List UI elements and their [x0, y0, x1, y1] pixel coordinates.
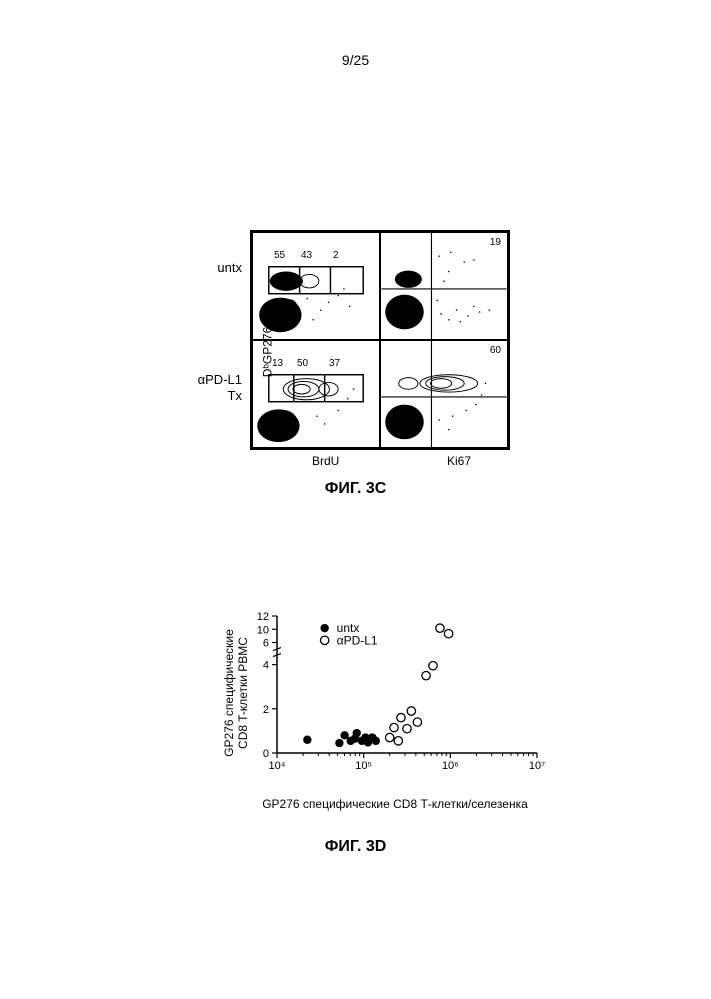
scatter-plot: 10⁴10⁵10⁶10⁷02461012untxαPD-L1 GP276 спе…: [245, 610, 545, 775]
svg-text:10⁴: 10⁴: [269, 760, 286, 772]
facs-panel-untx-ki67: 19: [380, 232, 508, 340]
gate-val-tl-3: 2: [333, 250, 339, 261]
svg-text:10⁵: 10⁵: [355, 760, 372, 772]
facs-panel-untx-brdu: 55 43 2: [252, 232, 380, 340]
svg-text:6: 6: [263, 638, 269, 650]
fig3c-xaxis-brdu: BrdU: [312, 454, 339, 468]
svg-text:αPD-L1: αPD-L1: [337, 633, 378, 647]
fig3c-caption: ФИГ. 3С: [325, 480, 387, 498]
fig3d-xaxis-label: GP276 специфические CD8 Т-клетки/селезен…: [262, 797, 528, 811]
svg-text:12: 12: [257, 611, 269, 623]
figure-3d: GP276 специфические CD8 T-клетки PBMC 10…: [185, 610, 545, 775]
fig3c-row-label-tx: αPD-L1 Tx: [182, 372, 242, 403]
gate-val-tl-2: 43: [301, 250, 312, 261]
gate-val-tr: 19: [490, 237, 501, 248]
fig3d-caption: ФИГ. 3D: [325, 838, 387, 856]
fig3c-xaxis-ki67: Ki67: [447, 454, 471, 468]
fig3c-row-label-untx: untx: [182, 260, 242, 275]
svg-text:10⁶: 10⁶: [442, 760, 459, 772]
gate-val-bl-1: 13: [272, 358, 283, 369]
figure-3c: DᵇGP276-286 untx αPD-L1 Tx: [220, 230, 500, 450]
facs-panel-tx-brdu: 13 50 37: [252, 340, 380, 448]
gate-val-bl-2: 50: [297, 358, 308, 369]
svg-text:10⁷: 10⁷: [529, 760, 545, 772]
svg-text:4: 4: [263, 660, 269, 672]
gate-val-bl-3: 37: [329, 358, 340, 369]
svg-text:10: 10: [257, 624, 269, 636]
fig3c-row-label-tx-l2: Tx: [228, 388, 242, 403]
facs-grid: untx αPD-L1 Tx: [250, 230, 510, 450]
fig3c-row-label-tx-l1: αPD-L1: [198, 372, 242, 387]
svg-text:2: 2: [263, 704, 269, 716]
facs-panel-tx-ki67: 60: [380, 340, 508, 448]
gate-val-br: 60: [490, 345, 501, 356]
svg-text:0: 0: [263, 748, 269, 760]
fig3d-yl1: GP276 специфические: [222, 629, 236, 757]
gate-val-tl-1: 55: [274, 250, 285, 261]
page-number: 9/25: [342, 52, 369, 68]
